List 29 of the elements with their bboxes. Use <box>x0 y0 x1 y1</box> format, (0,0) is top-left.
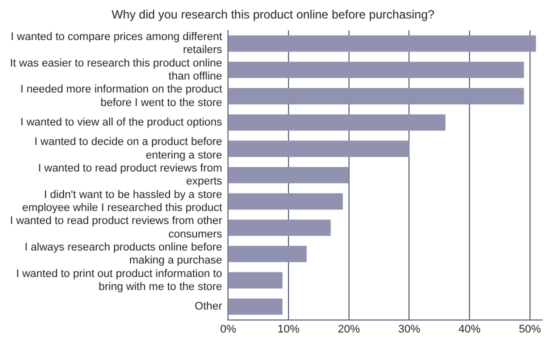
y-tick-label: I wanted to view all of the product options <box>20 116 223 129</box>
x-tick-label: 40% <box>458 323 481 336</box>
bar <box>228 88 524 104</box>
y-tick-label: I wanted to read product reviews from other consumers <box>10 215 223 240</box>
y-tick-label: I needed more information on the product before I went to the store <box>20 84 222 109</box>
y-tick-label: Other <box>194 300 222 313</box>
chart-title: Why did you research this product online before purchasing? <box>112 8 435 22</box>
x-tick-label: 30% <box>398 323 420 336</box>
bar <box>228 114 446 131</box>
y-tick-label: I wanted to read product reviews from experts <box>38 162 223 188</box>
y-tick-label: I wanted to compare prices among different retailers <box>10 30 223 56</box>
bar <box>228 272 282 288</box>
y-tick-label: I always research products online before making a purchase <box>24 241 222 267</box>
y-tick-label: It was easier to research this product online than offline <box>10 57 222 82</box>
x-tick-label: 10% <box>278 323 300 336</box>
x-tick-label: 20% <box>338 323 360 336</box>
y-tick-label: I wanted to print out product information to bring with me to the store <box>16 268 222 293</box>
bar <box>228 35 536 52</box>
bar <box>228 193 343 210</box>
bar <box>228 62 524 78</box>
x-tick-label: 50% <box>518 323 542 336</box>
bar <box>228 140 410 157</box>
bar <box>228 166 349 184</box>
bar <box>228 220 331 236</box>
bar <box>228 246 307 262</box>
y-tick-label: I wanted to decide on a product before entering a store <box>34 136 222 162</box>
bar <box>228 298 282 315</box>
x-tick-label: 0% <box>220 323 236 336</box>
y-tick-label: I didn't want to be hassled by a store employee while I researched this product <box>22 188 222 214</box>
